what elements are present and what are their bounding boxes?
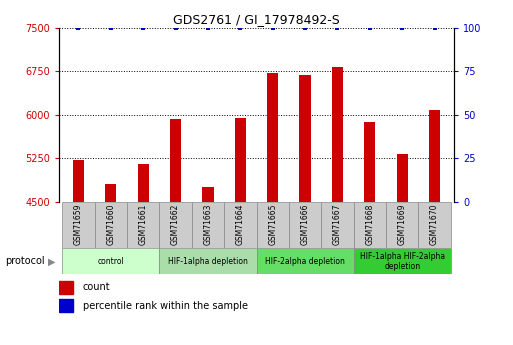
Text: HIF-1alpha depletion: HIF-1alpha depletion	[168, 257, 248, 266]
Text: GSM71662: GSM71662	[171, 204, 180, 245]
Bar	[192, 202, 224, 248]
Bar	[160, 202, 192, 248]
Bar	[397, 154, 408, 202]
Text: percentile rank within the sample: percentile rank within the sample	[83, 301, 248, 310]
Bar	[73, 160, 84, 202]
Bar	[419, 202, 451, 248]
Text: count: count	[83, 283, 110, 292]
Text: GSM71668: GSM71668	[365, 204, 374, 245]
Bar	[202, 187, 213, 202]
Bar	[429, 110, 440, 202]
Text: GSM71669: GSM71669	[398, 204, 407, 245]
Bar	[256, 202, 289, 248]
Text: GSM71660: GSM71660	[106, 204, 115, 245]
Bar	[332, 67, 343, 202]
Bar	[94, 202, 127, 248]
Text: GSM71659: GSM71659	[74, 204, 83, 245]
Bar	[59, 281, 73, 294]
Text: ▶: ▶	[48, 256, 55, 266]
Bar	[105, 184, 116, 202]
Text: HIF-1alpha HIF-2alpha
depletion: HIF-1alpha HIF-2alpha depletion	[360, 252, 445, 271]
Bar	[160, 248, 256, 274]
Bar	[321, 202, 353, 248]
Bar	[267, 73, 279, 202]
Text: control: control	[97, 257, 124, 266]
Bar	[62, 248, 160, 274]
Text: GSM71670: GSM71670	[430, 204, 439, 245]
Bar	[170, 119, 181, 202]
Text: HIF-2alpha depletion: HIF-2alpha depletion	[265, 257, 345, 266]
Bar	[127, 202, 160, 248]
Bar	[386, 202, 419, 248]
Text: GSM71664: GSM71664	[236, 204, 245, 245]
Text: GSM71665: GSM71665	[268, 204, 277, 245]
Text: protocol: protocol	[5, 256, 45, 266]
Bar	[234, 118, 246, 202]
Bar	[137, 164, 149, 202]
Bar	[256, 248, 353, 274]
Bar	[62, 202, 94, 248]
Text: GSM71661: GSM71661	[139, 204, 148, 245]
Bar	[59, 299, 73, 312]
Bar	[364, 122, 376, 202]
Text: GSM71663: GSM71663	[204, 204, 212, 245]
Bar	[353, 202, 386, 248]
Bar	[289, 202, 321, 248]
Text: GSM71666: GSM71666	[301, 204, 309, 245]
Text: GSM71667: GSM71667	[333, 204, 342, 245]
Title: GDS2761 / GI_17978492-S: GDS2761 / GI_17978492-S	[173, 13, 340, 27]
Bar	[300, 75, 311, 202]
Bar	[224, 202, 256, 248]
Bar	[353, 248, 451, 274]
